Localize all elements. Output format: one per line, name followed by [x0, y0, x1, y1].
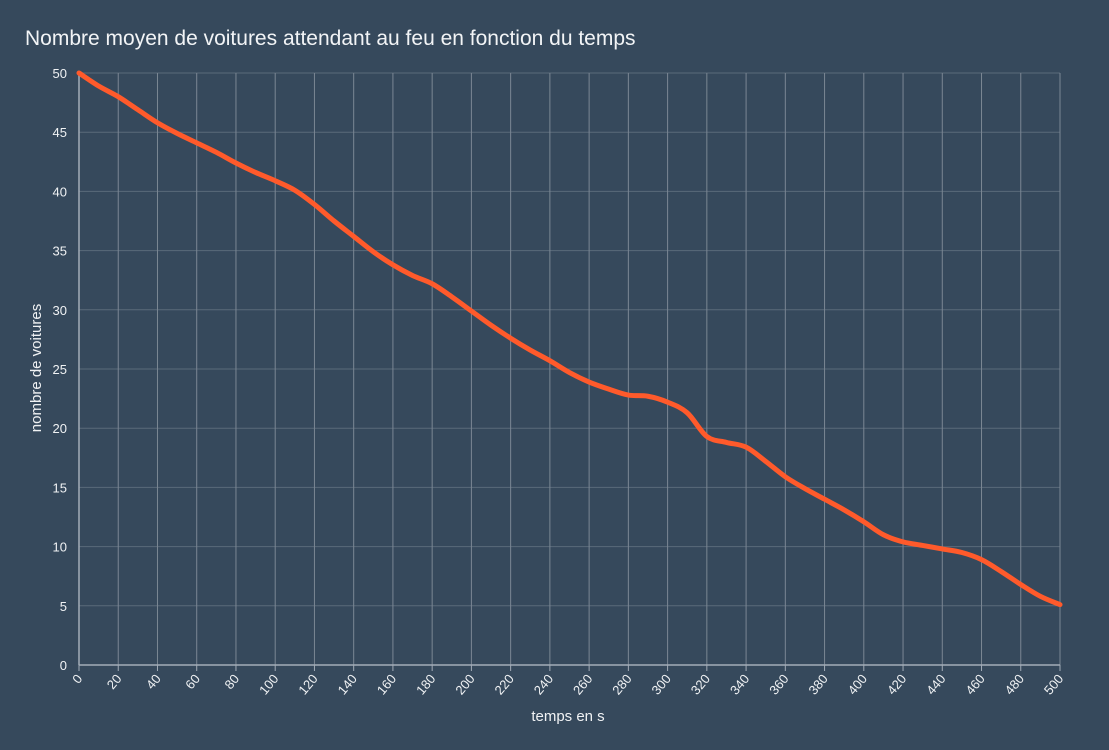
x-tick-label: 360 [766, 671, 791, 697]
y-tick-label: 20 [53, 421, 67, 436]
series-line [76, 70, 1063, 608]
y-tick-label: 10 [53, 540, 67, 555]
x-tick-label: 80 [221, 671, 242, 692]
x-tick-label: 380 [805, 671, 830, 697]
x-tick-label: 0 [69, 671, 85, 686]
x-tick-label: 100 [256, 671, 281, 697]
x-tick-label: 480 [1002, 671, 1027, 697]
x-tick-label: 200 [452, 671, 477, 697]
x-tick-label: 140 [335, 671, 360, 697]
x-tick-label: 160 [374, 671, 399, 697]
y-tick-label: 5 [60, 599, 67, 614]
x-tick-label: 60 [182, 671, 203, 692]
y-tick-label: 40 [53, 184, 67, 199]
x-tick-label: 240 [531, 671, 556, 697]
y-tick-label: 15 [53, 480, 67, 495]
y-axis-ticks: 0 5 10 15 20 25 30 35 40 45 50 [53, 66, 67, 673]
y-tick-label: 45 [53, 125, 67, 140]
x-tick-label: 400 [845, 671, 870, 697]
x-tick-label: 260 [570, 671, 595, 697]
chart-title: Nombre moyen de voitures attendant au fe… [25, 27, 636, 50]
x-tick-label: 120 [295, 671, 320, 697]
y-axis-label: nombre de voitures [28, 304, 45, 432]
x-tick-label: 180 [413, 671, 438, 697]
y-tick-label: 30 [53, 303, 67, 318]
x-tick-label: 320 [688, 671, 713, 697]
y-tick-label: 0 [60, 658, 67, 673]
y-tick-label: 25 [53, 362, 67, 377]
y-tick-label: 35 [53, 244, 67, 259]
x-tick-label: 500 [1041, 671, 1066, 697]
axes [78, 73, 1060, 666]
x-tick-label: 20 [104, 671, 125, 692]
x-axis-ticks: 0 20 40 60 80 100 120 140 160 180 200 220 240 260 280 3… [69, 671, 1066, 697]
x-tick-label: 280 [609, 671, 634, 697]
y-tick-label: 50 [53, 66, 67, 81]
x-tick-label: 420 [884, 671, 909, 697]
x-tick-label: 340 [727, 671, 752, 697]
grid-lines [78, 72, 1061, 671]
series-layer [76, 70, 1063, 608]
x-tick-label: 440 [923, 671, 948, 697]
x-axis-label: temps en s [531, 708, 604, 725]
x-tick-label: 220 [491, 671, 516, 697]
x-tick-label: 40 [143, 671, 164, 692]
x-tick-label: 460 [962, 671, 987, 697]
x-tick-label: 300 [648, 671, 673, 697]
